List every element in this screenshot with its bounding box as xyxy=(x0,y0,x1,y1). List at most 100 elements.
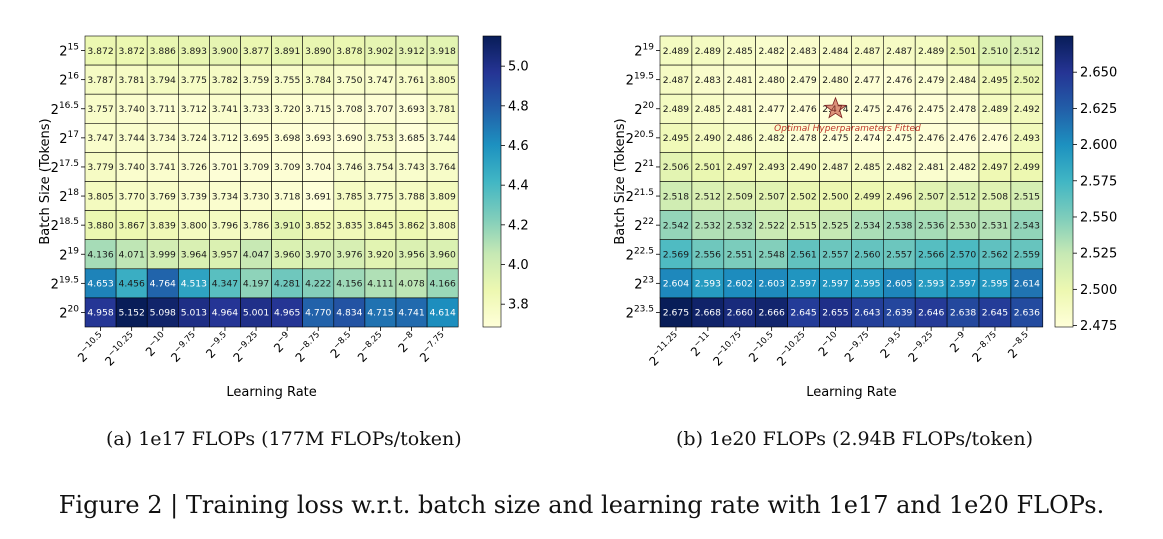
heatmap-cell xyxy=(659,181,693,211)
cell-value-label: 2.557 xyxy=(822,249,848,260)
heatmap-cell xyxy=(146,123,179,153)
cell-value-label: 2.483 xyxy=(790,46,816,57)
y-tick-label: 220.5 xyxy=(626,130,654,147)
heatmap-cell xyxy=(882,268,916,299)
y-tick-label: 220 xyxy=(634,101,654,118)
cell-value-label: 3.960 xyxy=(274,249,300,260)
cell-value-label: 3.794 xyxy=(150,75,176,86)
heatmap-cell xyxy=(882,35,916,66)
heatmap-cell xyxy=(333,181,366,211)
heatmap-cell xyxy=(787,239,820,270)
cell-value-label: 4.834 xyxy=(336,308,362,319)
cell-value-label: 2.475 xyxy=(822,133,848,144)
colorbar-tick-label: 2.550 xyxy=(1080,210,1117,225)
heatmap-cell xyxy=(659,239,693,270)
heatmap-cell xyxy=(240,268,272,299)
cell-value-label: 2.645 xyxy=(982,308,1008,319)
heatmap-cell xyxy=(426,210,459,241)
cell-value-label: 3.761 xyxy=(398,75,424,86)
x-tick-label: 2−10 xyxy=(141,330,170,359)
x-tick-label: 2−8.25 xyxy=(353,330,388,365)
cell-value-label: 2.666 xyxy=(758,308,784,319)
heatmap-cell xyxy=(978,268,1012,299)
heatmap-cell xyxy=(819,152,852,182)
cell-value-label: 3.910 xyxy=(274,220,300,231)
cell-value-label: 2.603 xyxy=(758,279,784,290)
cell-value-label: 3.712 xyxy=(212,133,238,144)
cell-value-label: 2.570 xyxy=(950,249,976,260)
heatmap-cell xyxy=(914,297,948,328)
cell-value-label: 2.484 xyxy=(950,75,976,86)
cell-value-label: 2.532 xyxy=(695,220,721,231)
cell-value-label: 2.476 xyxy=(918,133,944,144)
cell-value-label: 3.759 xyxy=(243,75,269,86)
cell-value-label: 3.800 xyxy=(181,220,207,231)
cell-value-label: 2.481 xyxy=(727,75,753,86)
cell-value-label: 3.970 xyxy=(305,249,331,260)
heatmap-cell xyxy=(364,297,397,328)
heatmap-cell xyxy=(691,181,725,211)
heatmap-cell xyxy=(946,210,980,241)
cell-value-label: 2.512 xyxy=(950,191,976,202)
cell-value-label: 3.698 xyxy=(274,133,300,144)
y-tick-label: 221 xyxy=(634,159,654,176)
heatmap-cell xyxy=(302,152,335,182)
heatmap-cell xyxy=(84,181,117,211)
heatmap-cell xyxy=(691,123,725,153)
heatmap-cell xyxy=(723,152,756,182)
cell-value-label: 3.733 xyxy=(243,104,269,115)
colorbar: 2.475 2.500 2.525 2.550 2.575 2.600 2.625 2.650 xyxy=(1054,35,1117,334)
cell-value-label: 2.593 xyxy=(918,279,944,290)
cell-value-label: 2.531 xyxy=(982,220,1008,231)
cell-value-label: 2.559 xyxy=(1014,249,1040,260)
cell-value-label: 2.668 xyxy=(695,308,721,319)
cell-value-label: 2.479 xyxy=(790,75,816,86)
heatmap-cell xyxy=(271,123,304,153)
heatmap-cell xyxy=(395,152,428,182)
heatmap-cell xyxy=(364,35,397,66)
heatmap-cell xyxy=(1010,64,1044,95)
heatmap-cell xyxy=(978,93,1012,124)
cell-value-label: 3.755 xyxy=(274,75,300,86)
cell-value-label: 4.715 xyxy=(367,308,393,319)
heatmap-cell xyxy=(978,239,1012,270)
heatmap-cell xyxy=(659,64,693,95)
heatmap-cell xyxy=(333,210,366,241)
cell-value-label: 4.513 xyxy=(181,279,207,290)
heatmap-cell xyxy=(426,35,459,66)
heatmap-cell xyxy=(914,239,948,270)
heatmap-cell xyxy=(271,210,304,241)
heatmap-cell xyxy=(851,239,884,270)
cell-value-label: 3.744 xyxy=(118,133,144,144)
cell-value-label: 2.476 xyxy=(886,104,912,115)
heatmap-cell xyxy=(755,239,788,270)
heatmap-cell xyxy=(659,93,693,124)
colorbar: 3.8 4.0 4.2 4.4 4.6 4.8 5.0 xyxy=(482,35,529,328)
heatmap-cell xyxy=(691,35,725,66)
heatmap-cell xyxy=(364,123,397,153)
cell-value-label: 2.566 xyxy=(918,249,944,260)
cell-value-label: 2.501 xyxy=(950,46,976,57)
cell-value-label: 2.532 xyxy=(727,220,753,231)
heatmap-cell xyxy=(426,64,459,95)
cell-value-label: 3.750 xyxy=(336,75,362,86)
heatmap-cell xyxy=(146,268,179,299)
cell-value-label: 3.701 xyxy=(212,162,238,173)
cell-value-label: 2.569 xyxy=(663,249,689,260)
heatmap-cell xyxy=(1010,268,1044,299)
heatmap-cell xyxy=(755,181,788,211)
cell-value-label: 3.695 xyxy=(243,133,269,144)
cell-value-label: 2.604 xyxy=(663,279,689,290)
x-tick-label: 2−9 xyxy=(946,330,972,356)
heatmap-cell xyxy=(755,297,788,328)
cell-value-label: 4.071 xyxy=(118,249,144,260)
cell-value-label: 3.877 xyxy=(243,46,269,57)
cell-value-label: 3.788 xyxy=(398,191,424,202)
cell-value-label: 2.490 xyxy=(790,162,816,173)
colorbar-tick-label: 4.6 xyxy=(508,139,529,154)
cell-value-label: 2.506 xyxy=(663,162,689,173)
heatmap-cell xyxy=(302,268,335,299)
cell-value-label: 3.704 xyxy=(305,162,331,173)
cell-value-label: 2.485 xyxy=(727,46,753,57)
